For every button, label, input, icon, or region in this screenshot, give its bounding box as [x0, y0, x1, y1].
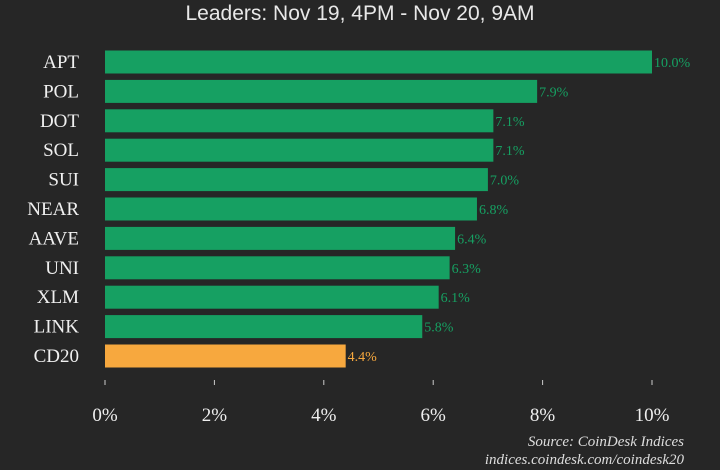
bar-uni [105, 256, 450, 280]
x-tick-label: 2% [202, 405, 228, 426]
x-tick-label: 0% [92, 405, 118, 426]
chart-title: Leaders: Nov 19, 4PM - Nov 20, 9AM [185, 2, 535, 25]
bar-near [105, 197, 477, 221]
value-label: 7.1% [495, 115, 525, 130]
category-label: LINK [34, 317, 80, 338]
bar-pol [105, 79, 538, 103]
x-tick-label: 4% [311, 405, 337, 426]
value-label: 7.0% [490, 174, 520, 189]
category-label: SOL [43, 140, 79, 161]
bar-sui [105, 168, 488, 192]
value-label: 5.8% [424, 321, 454, 336]
category-label: DOT [40, 111, 79, 132]
category-label: AAVE [29, 228, 79, 249]
bar-aave [105, 226, 456, 250]
x-tick-label: 6% [421, 405, 447, 426]
bar-xlm [105, 285, 439, 309]
category-label: UNI [45, 258, 79, 279]
bar-apt [105, 50, 652, 74]
category-label: SUI [48, 170, 79, 191]
bar-cd20 [105, 344, 346, 368]
bar-sol [105, 138, 494, 162]
category-label: CD20 [34, 346, 79, 367]
value-label: 6.4% [457, 232, 487, 247]
bar-dot [105, 109, 494, 133]
value-label: 6.8% [479, 203, 509, 218]
category-label: POL [43, 81, 79, 102]
category-label: APT [43, 52, 79, 73]
value-label: 7.1% [495, 144, 525, 159]
bar-link [105, 315, 423, 339]
x-tick-label: 8% [530, 405, 556, 426]
source-note: Source: CoinDesk Indices [527, 434, 684, 450]
value-label: 7.9% [539, 85, 569, 100]
category-label: NEAR [27, 199, 79, 220]
source-url: indices.coindesk.com/coindesk20 [484, 452, 684, 468]
x-tick-label: 10% [635, 405, 670, 426]
value-label: 4.4% [348, 350, 378, 365]
value-label: 6.3% [452, 262, 482, 277]
value-label: 6.1% [441, 291, 471, 306]
category-label: XLM [37, 287, 79, 308]
value-label: 10.0% [654, 56, 691, 71]
